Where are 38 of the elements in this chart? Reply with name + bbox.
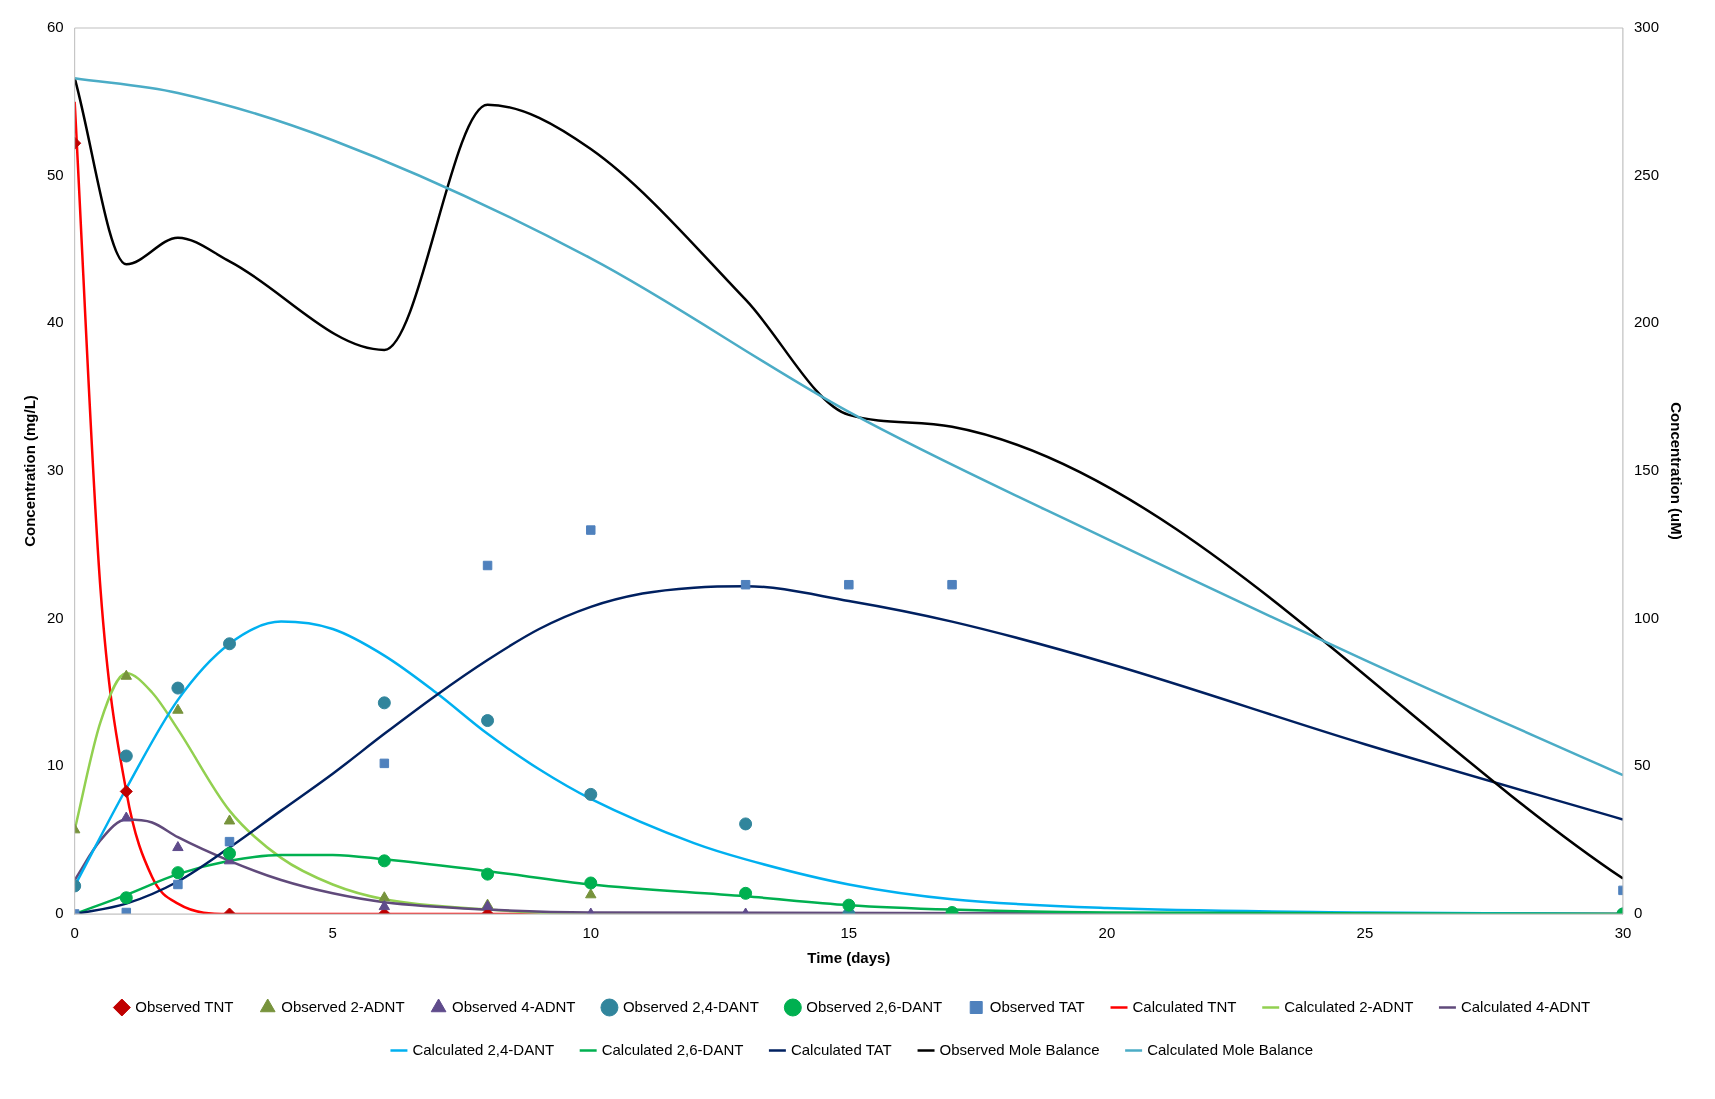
y-tick-label: 20 (47, 608, 64, 626)
legend-label: Calculated TAT (790, 1040, 892, 1058)
y-tick-label: 50 (47, 165, 64, 183)
y-tick-label: 0 (55, 904, 64, 922)
x-tick-label: 20 (1098, 924, 1116, 942)
x-tick-label: 0 (70, 924, 79, 942)
legend-label: Calculated 2,6-DANT (601, 1040, 744, 1058)
legend-label: Calculated Mole Balance (1147, 1040, 1314, 1058)
y2-tick-label: 50 (1633, 756, 1651, 774)
x-axis-title: Time (days) (807, 949, 891, 967)
legend-label: Calculated 2-ADNT (1284, 997, 1414, 1015)
legend-label: Observed 2,4-DANT (622, 997, 759, 1015)
x-tick-label: 5 (328, 924, 337, 942)
y2-tick-label: 200 (1633, 313, 1659, 331)
legend-label: Calculated 2,4-DANT (412, 1040, 555, 1058)
legend-label: Observed TAT (989, 997, 1085, 1015)
x-tick-label: 15 (840, 924, 858, 942)
x-tick-label: 10 (582, 924, 600, 942)
y-tick-label: 40 (47, 313, 64, 331)
y-axis-title: Concentration (mg/L) (21, 395, 39, 547)
legend-label: Observed 2,6-DANT (806, 997, 943, 1015)
y2-tick-label: 300 (1633, 18, 1659, 36)
y-tick-label: 10 (47, 756, 64, 774)
legend-label: Observed TNT (135, 997, 234, 1015)
y2-tick-label: 250 (1633, 165, 1659, 183)
y2-axis-title: Concentration (uM) (1667, 402, 1685, 540)
y2-tick-label: 150 (1633, 461, 1659, 479)
legend-label: Observed 2-ADNT (281, 997, 405, 1015)
y-tick-label: 30 (47, 461, 64, 479)
legend-label: Observed 4-ADNT (452, 997, 576, 1015)
legend-label: Calculated 4-ADNT (1460, 997, 1591, 1015)
y-tick-label: 60 (47, 18, 64, 36)
y2-tick-label: 0 (1633, 904, 1643, 922)
legend-label: Observed Mole Balance (939, 1040, 1100, 1058)
legend-label: Calculated TNT (1132, 997, 1237, 1015)
x-tick-label: 30 (1614, 924, 1632, 942)
y2-tick-label: 100 (1633, 608, 1659, 626)
x-tick-label: 25 (1356, 924, 1374, 942)
